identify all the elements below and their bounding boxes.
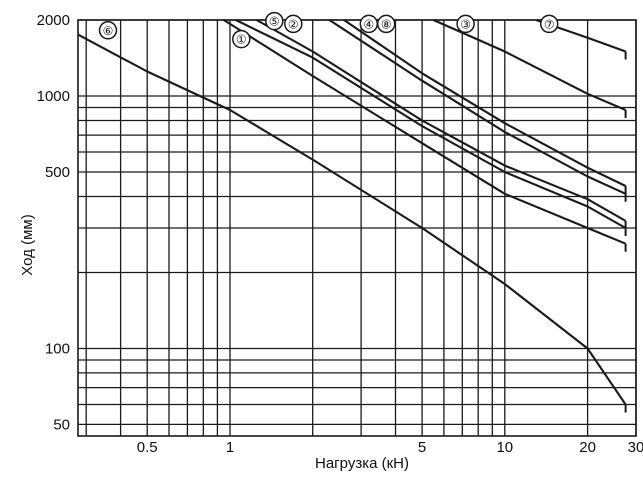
series-marker-label: ①	[236, 33, 247, 47]
x-tick-label: 5	[418, 439, 426, 456]
series-marker-circle	[232, 29, 251, 49]
y-tick-label: 50	[53, 416, 70, 433]
series-line-6	[77, 33, 627, 406]
plot-frame	[77, 19, 637, 437]
y-tick-labels: 2000 1000 500 100 50	[37, 12, 70, 433]
series-marker-label: ④	[363, 17, 374, 31]
series-marker-label: ⑥	[103, 24, 114, 38]
series-marker-label: ⑧	[381, 17, 392, 31]
series-line-3	[433, 19, 627, 111]
x-tick-label: 1	[226, 439, 234, 456]
series-line-1	[223, 19, 627, 245]
series-marker-circle	[456, 14, 475, 34]
series-line-5	[235, 19, 627, 229]
y-tick-label: 100	[45, 341, 70, 358]
series-marker-label: ⑦	[544, 17, 555, 31]
x-tick-label: 10	[496, 439, 513, 456]
x-tick-label: 0.5	[137, 439, 158, 456]
grid-lines	[78, 19, 637, 436]
x-tick-label: 20	[579, 439, 596, 456]
series-marker-circle	[265, 11, 284, 31]
series-lines	[77, 19, 627, 413]
x-axis-title: Нагрузка (кН)	[315, 455, 409, 472]
series-marker-circle	[284, 14, 303, 34]
y-tick-label: 1000	[37, 88, 70, 105]
series-line-2	[256, 19, 627, 222]
series-marker-circle	[98, 21, 118, 40]
series-marker-label: ②	[288, 17, 299, 31]
y-tick-label: 2000	[37, 12, 70, 29]
series-line-4	[328, 19, 627, 195]
series-line-8	[343, 19, 627, 187]
plot-border	[77, 19, 637, 437]
y-axis-title: Ход (мм)	[19, 214, 36, 275]
series-markers: ① ② ③ ④ ⑤ ⑥ ⑦ ⑧	[98, 11, 559, 49]
series-marker-circle	[539, 14, 559, 34]
series-marker-circle	[376, 14, 396, 34]
y-tick-label: 500	[45, 164, 70, 181]
series-marker-label: ③	[460, 17, 471, 31]
series-marker-label: ⑤	[269, 15, 280, 29]
x-tick-label: 30	[628, 439, 643, 456]
x-tick-labels: 0.5 1 5 10 20 30	[137, 439, 643, 456]
